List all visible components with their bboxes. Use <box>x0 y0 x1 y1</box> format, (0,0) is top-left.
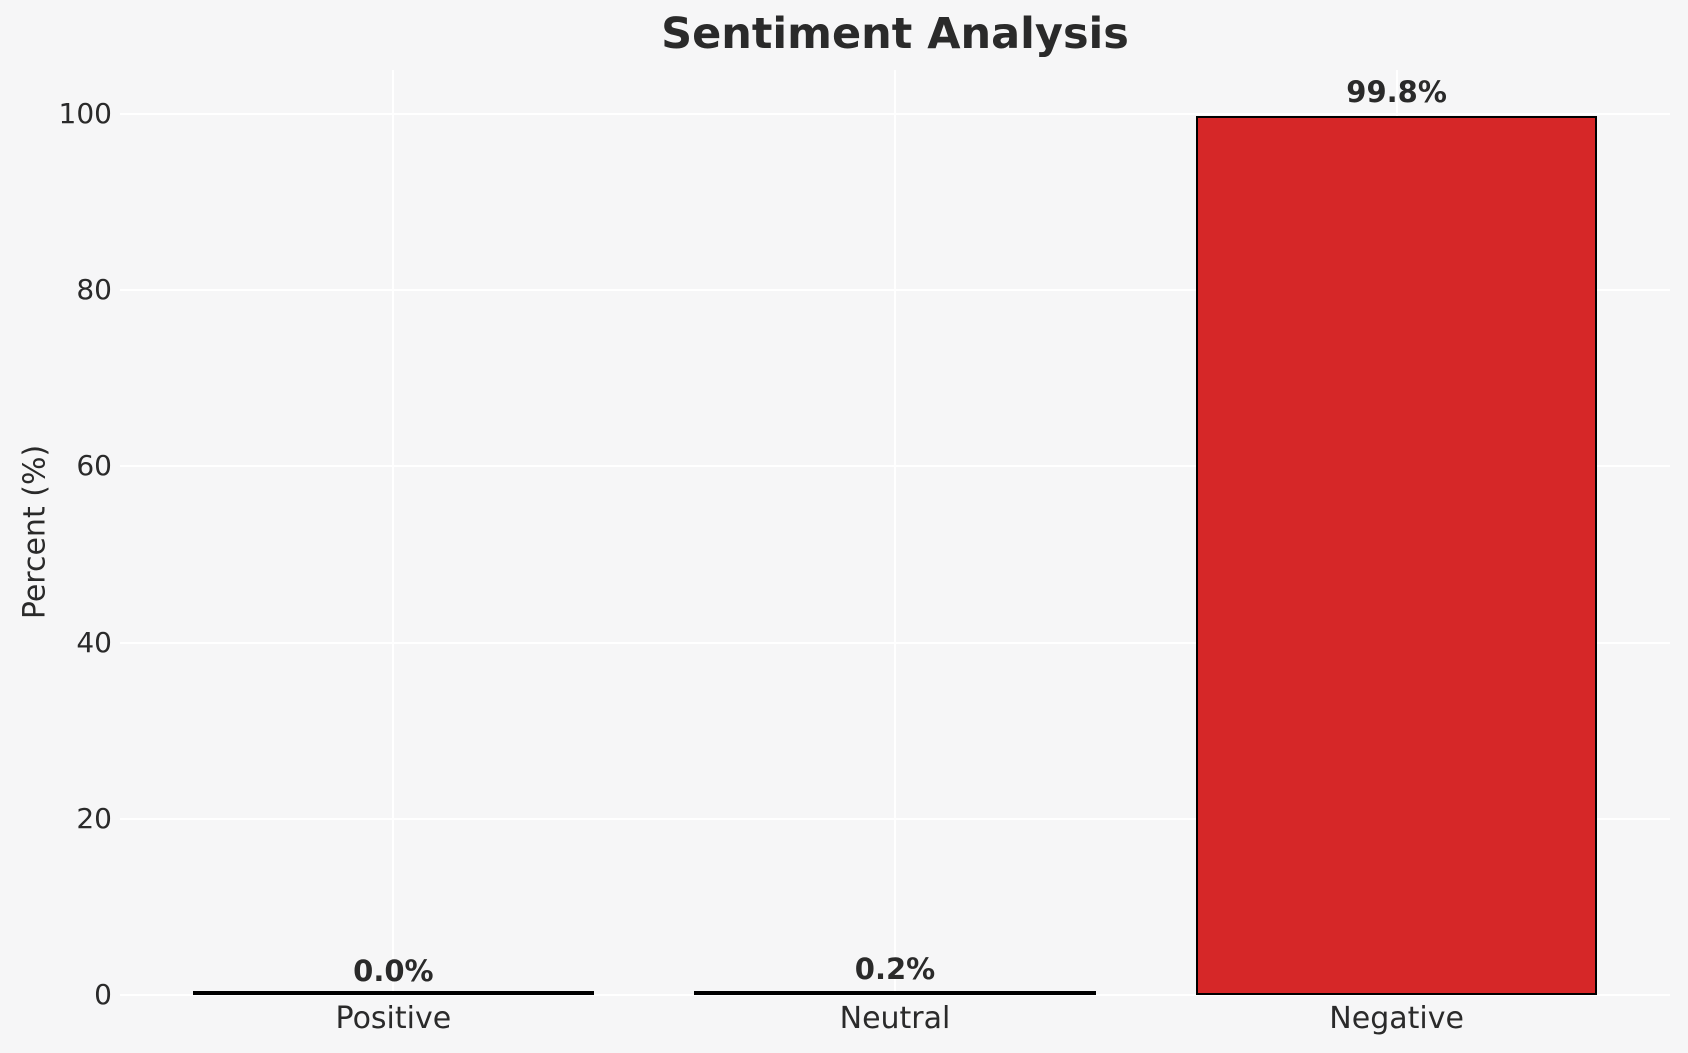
y-tick-label: 100 <box>58 97 112 131</box>
bar-value-label: 0.0% <box>353 954 434 988</box>
bar-value-label: 0.2% <box>854 952 936 987</box>
y-tick-label: 40 <box>76 625 112 659</box>
bar-positive <box>192 991 595 995</box>
y-tick-label: 60 <box>76 449 112 483</box>
bar-negative <box>1195 115 1598 995</box>
gridline-horizontal <box>120 994 1670 996</box>
y-tick-label: 80 <box>76 273 112 307</box>
plot-area: 0.0% 0.2% 99.8% <box>120 70 1670 996</box>
y-tick-label: 0 <box>94 978 112 1011</box>
y-tick-label: 20 <box>76 801 112 835</box>
bar-value-label: 99.8% <box>1346 74 1447 109</box>
gridline-vertical <box>392 70 395 995</box>
bar-neutral <box>694 991 1096 995</box>
x-tick-label: Negative <box>1329 1001 1464 1036</box>
gridline-vertical <box>894 70 896 995</box>
chart-title: Sentiment Analysis <box>661 9 1129 59</box>
x-tick-label: Positive <box>335 1001 452 1036</box>
x-tick-label: Neutral <box>839 1001 951 1036</box>
